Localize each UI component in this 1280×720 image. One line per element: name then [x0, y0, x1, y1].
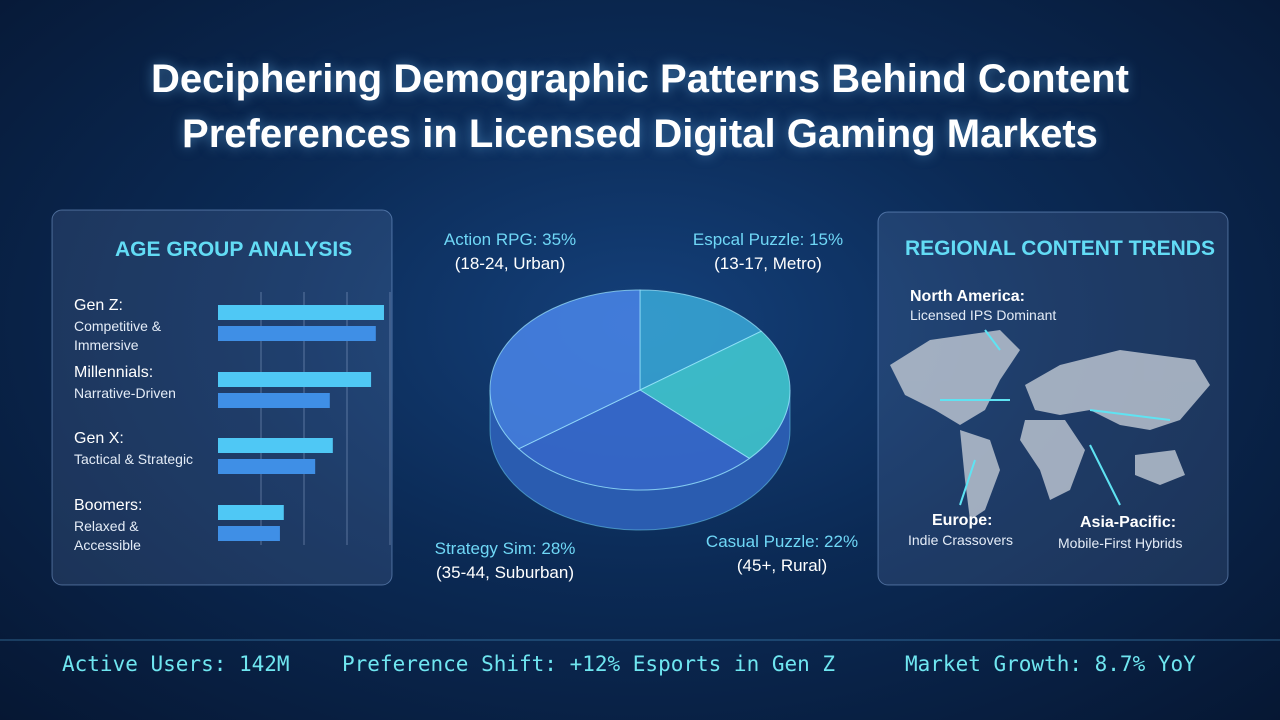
region-note: Indie Crassovers: [908, 532, 1014, 548]
footer-stat: Active Users: 142M: [62, 652, 290, 676]
group-label: Gen X:: [74, 430, 124, 447]
group-label: Gen Z:: [74, 297, 123, 314]
bar: [218, 505, 284, 520]
bar: [218, 526, 280, 541]
region-name: North America:: [910, 288, 1025, 305]
bar: [218, 438, 333, 453]
slice-detail: (35-44, Suburban): [436, 563, 574, 582]
region-name: Asia-Pacific:: [1080, 514, 1177, 531]
slice-label: Action RPG: 35%: [443, 230, 577, 249]
slice-label: Strategy Sim: 28%: [434, 539, 576, 558]
group-label: Boomers:: [74, 497, 143, 514]
pie-slice: [517, 389, 751, 491]
bar: [218, 326, 376, 341]
footer-stat: Preference Shift: +12% Esports in Gen Z: [342, 652, 836, 676]
page-title: Deciphering Demographic Patterns Behind …: [151, 57, 1129, 156]
region-name: Europe:: [932, 512, 993, 529]
panel-title: AGE GROUP ANALYSIS: [115, 238, 353, 261]
group-description: Competitive & Immersive: [74, 318, 162, 353]
bar: [218, 372, 372, 387]
pie-slice: [638, 330, 791, 460]
region-note: Mobile-First Hybrids: [1058, 535, 1183, 551]
callout-arrows: [940, 329, 1171, 506]
footer-stat: Market Growth: 8.7% YoY: [905, 652, 1196, 676]
pie-slice: [489, 289, 641, 450]
bar: [218, 305, 384, 320]
bar: [218, 393, 330, 408]
group-description: Narrative-Driven: [74, 385, 176, 401]
pie-slice: [639, 289, 763, 391]
slice-label: Espcal Puzzle: 15%: [692, 230, 844, 249]
group-label: Millennials:: [74, 364, 154, 381]
slice-detail: (45+, Rural): [736, 556, 828, 575]
world-map: [890, 330, 1210, 520]
bar: [218, 459, 316, 474]
slice-label: Casual Puzzle: 22%: [705, 532, 859, 551]
slice-detail: (13-17, Metro): [714, 254, 822, 273]
group-description: Relaxed & Accessible: [74, 518, 141, 553]
panel-title: REGIONAL CONTENT TRENDS: [905, 237, 1215, 260]
region-note: Licensed IPS Dominant: [910, 307, 1057, 323]
slice-detail: (18-24, Urban): [454, 254, 566, 273]
group-description: Tactical & Strategic: [74, 451, 194, 467]
